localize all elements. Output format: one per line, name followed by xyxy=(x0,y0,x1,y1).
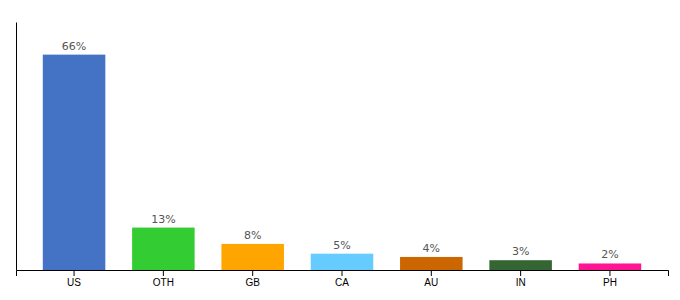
data-label: 3% xyxy=(512,245,529,258)
data-label: 4% xyxy=(423,242,440,255)
data-label: 5% xyxy=(333,239,350,252)
x-tick-mark xyxy=(252,270,253,276)
bar xyxy=(43,55,106,270)
plot: US OTH GB CA AU IN PH 66% 13% 8% 5% 4% 3% 2% xyxy=(17,23,669,289)
x-tick-mark xyxy=(163,270,164,276)
bars xyxy=(43,55,641,270)
x-tick-label: GB xyxy=(245,277,260,288)
y-axis-line xyxy=(16,23,17,271)
bar xyxy=(400,257,463,270)
data-label: 13% xyxy=(151,213,175,226)
x-tick: PH xyxy=(603,270,617,288)
x-tick-mark xyxy=(74,270,75,276)
bar xyxy=(579,263,642,270)
x-tick: CA xyxy=(335,270,349,288)
x-tick-mark xyxy=(342,270,343,276)
x-tick-mark xyxy=(431,270,432,276)
x-tick: OTH xyxy=(153,270,174,288)
x-tick-label: PH xyxy=(603,277,617,288)
x-tick-label: CA xyxy=(335,277,349,288)
x-tick-label: IN xyxy=(516,277,526,288)
x-tick-mark xyxy=(609,270,610,276)
bar xyxy=(132,228,195,270)
bar xyxy=(221,244,284,270)
data-label: 8% xyxy=(244,229,261,242)
x-tick: IN xyxy=(516,270,526,288)
y-axis xyxy=(16,23,17,271)
x-tick-label: OTH xyxy=(153,277,174,288)
x-tick-label: US xyxy=(67,277,81,288)
bar xyxy=(311,254,374,270)
data-labels: 66% 13% 8% 5% 4% 3% 2% xyxy=(62,40,619,262)
x-tick-mark xyxy=(520,270,521,276)
x-axis-line xyxy=(17,271,669,277)
x-tick: US xyxy=(67,270,81,288)
x-tick: GB xyxy=(245,270,260,288)
bar xyxy=(489,260,552,270)
x-axis: US OTH GB CA AU IN PH xyxy=(17,270,669,288)
x-tick: AU xyxy=(424,270,438,288)
data-label: 66% xyxy=(62,40,86,53)
chart: US OTH GB CA AU IN PH 66% 13% 8% 5% 4% 3% 2% xyxy=(0,0,680,300)
x-tick-label: AU xyxy=(424,277,438,288)
data-label: 2% xyxy=(601,248,618,261)
